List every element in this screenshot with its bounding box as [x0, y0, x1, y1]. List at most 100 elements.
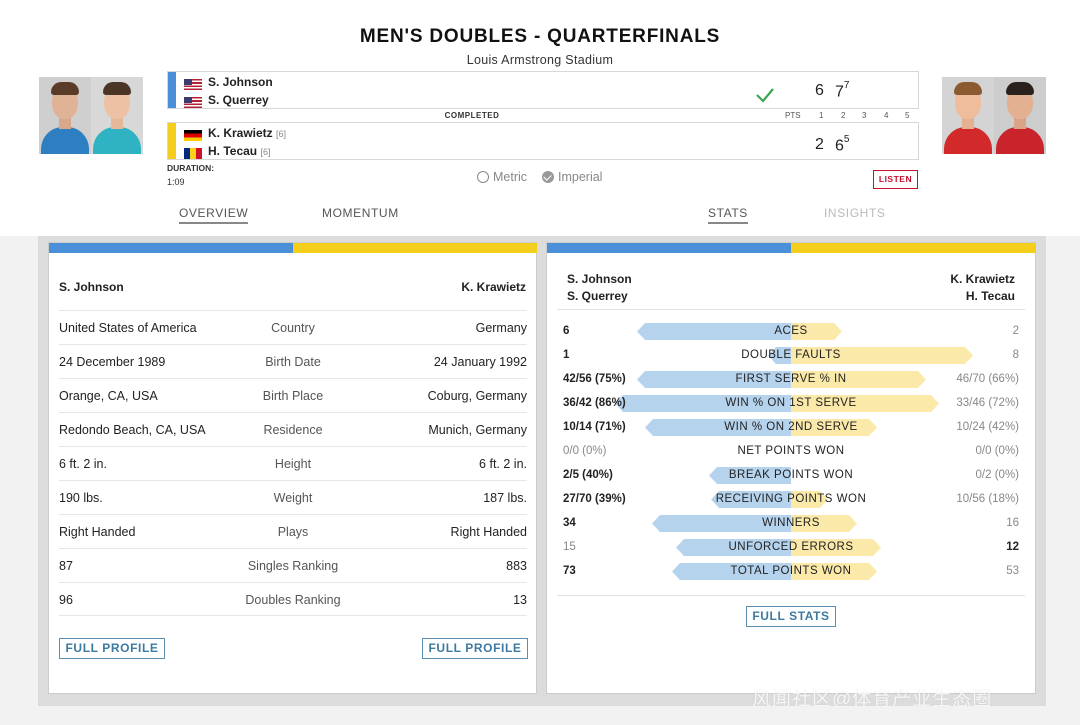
stats-team1-name1: S. Johnson [567, 272, 632, 286]
stat-team1-value: 6 [563, 325, 570, 337]
full-profile-button-left[interactable]: FULL PROFILE [59, 638, 165, 659]
stats-team1-name2: S. Querrey [567, 289, 628, 303]
stat-row: 6 ACES 2 [563, 320, 1019, 344]
team2-set2-tiebreak: 5 [843, 134, 850, 145]
tab-insights[interactable]: INSIGHTS [824, 206, 886, 220]
stat-row: 10/14 (71%) WIN % ON 2ND SERVE 10/24 (42%) [563, 416, 1019, 440]
profile-right-value: Munich, Germany [428, 423, 527, 437]
profile-row: 87 Singles Ranking 883 [59, 548, 527, 582]
profile-row: 96 Doubles Ranking 13 [59, 582, 527, 616]
col-header-set1: 1 [819, 111, 824, 120]
col-header-set3: 3 [862, 111, 867, 120]
team1-player1-name[interactable]: S. Johnson [208, 75, 273, 89]
stats-team2-name1: K. Krawietz [950, 272, 1015, 286]
tab-stats[interactable]: STATS [708, 206, 748, 224]
team2-set1-score: 2 [815, 136, 824, 153]
team1-bar [547, 243, 791, 253]
team1-scorebox: S. Johnson S. Querrey 6 77 [167, 71, 919, 109]
stat-bar-team2 [791, 563, 877, 580]
profile-left-value: 87 [59, 559, 73, 573]
stat-bar-team1 [676, 539, 791, 556]
col-header-pts: PTS [785, 111, 801, 120]
stat-team1-value: 36/42 (86%) [563, 397, 626, 409]
team1-color-strip [168, 72, 176, 108]
stat-bar-team2 [791, 515, 857, 532]
team2-player1-seed: [6] [276, 129, 287, 139]
col-header-set4: 4 [884, 111, 889, 120]
profile-row: 6 ft. 2 in. Height 6 ft. 2 in. [59, 446, 527, 480]
stat-team2-value: 53 [1006, 565, 1019, 577]
stat-team1-value: 34 [563, 517, 576, 529]
us-flag-icon [184, 97, 202, 108]
stat-bar-team2 [791, 371, 926, 388]
profile-right-value: 6 ft. 2 in. [479, 457, 527, 471]
venue-name: Louis Armstrong Stadium [466, 53, 614, 67]
player-photo-tecau [994, 77, 1046, 154]
de-flag-icon [184, 130, 202, 141]
profile-label: Birth Place [262, 389, 324, 403]
us-flag-icon [184, 79, 202, 90]
page-title: MEN'S DOUBLES - QUARTERFINALS [359, 26, 721, 47]
metric-option[interactable]: Metric [477, 170, 527, 184]
duration-label: DURATION: [167, 163, 215, 173]
stat-bar-team1 [637, 323, 791, 340]
stat-row: 34 WINNERS 16 [563, 512, 1019, 536]
profile-label: Singles Ranking [247, 559, 339, 573]
match-status: COMPLETED [444, 111, 500, 120]
profile-left-player: S. Johnson [59, 280, 124, 294]
ro-flag-icon [184, 148, 202, 159]
stats-header-divider [557, 309, 1025, 310]
full-stats-button[interactable]: FULL STATS [746, 606, 836, 627]
stat-bar-team2 [791, 395, 939, 412]
stat-bar-team2 [791, 323, 842, 340]
stat-bar-team2 [791, 539, 881, 556]
stat-team1-value: 15 [563, 541, 576, 553]
stat-team2-value: 12 [1006, 541, 1019, 553]
stat-team2-value: 16 [1006, 517, 1019, 529]
stat-team1-value: 1 [563, 349, 570, 361]
stat-label: WINNERS [762, 517, 820, 529]
duration-value: 1:09 [167, 177, 185, 187]
stats-panel: S. Johnson S. Querrey K. Krawietz H. Tec… [546, 242, 1036, 694]
header-area [0, 0, 1080, 236]
stat-team2-value: 46/70 (66%) [956, 373, 1019, 385]
profile-label: Country [271, 321, 315, 335]
tab-overview[interactable]: OVERVIEW [179, 206, 249, 224]
col-header-set5: 5 [905, 111, 910, 120]
team1-player2-name[interactable]: S. Querrey [208, 93, 269, 107]
profile-row: 190 lbs. Weight 187 lbs. [59, 480, 527, 514]
stat-bar-team1 [672, 563, 791, 580]
team1-set1-score: 6 [815, 82, 824, 99]
listen-button[interactable]: LISTEN [873, 170, 918, 189]
stat-team2-value: 0/2 (0%) [975, 469, 1019, 481]
profile-panel: S. Johnson K. Krawietz United States of … [48, 242, 537, 694]
team2-player2-name[interactable]: H. Tecau [6] [208, 144, 271, 158]
full-profile-button-right[interactable]: FULL PROFILE [422, 638, 528, 659]
winner-check-icon [756, 88, 774, 103]
radio-checked-icon [542, 171, 554, 183]
imperial-option[interactable]: Imperial [542, 170, 602, 184]
stat-row: 15 UNFORCED ERRORS 12 [563, 536, 1019, 560]
stat-bar-team1 [709, 467, 791, 484]
stat-bar-team1 [645, 419, 791, 436]
stat-label: WIN % ON 2ND SERVE [724, 421, 858, 433]
profile-right-player: K. Krawietz [461, 280, 526, 294]
stat-team1-value: 0/0 (0%) [563, 445, 607, 457]
tab-momentum[interactable]: MOMENTUM [322, 206, 399, 220]
radio-icon [477, 171, 489, 183]
team2-player2-seed: [6] [260, 147, 271, 157]
profile-row: Right Handed Plays Right Handed [59, 514, 527, 548]
team1-bar [49, 243, 293, 253]
player-photo-krawietz [942, 77, 994, 154]
stat-label: TOTAL POINTS WON [730, 565, 852, 577]
profile-left-value: 24 December 1989 [59, 355, 166, 369]
stat-team2-value: 8 [1012, 349, 1019, 361]
stat-team1-value: 27/70 (39%) [563, 493, 626, 505]
stat-team1-value: 2/5 (40%) [563, 469, 613, 481]
profile-left-value: 96 [59, 593, 73, 607]
stat-label: RECEIVING POINTS WON [715, 493, 867, 505]
stat-row: 2/5 (40%) BREAK POINTS WON 0/2 (0%) [563, 464, 1019, 488]
stat-team1-value: 42/56 (75%) [563, 373, 626, 385]
team2-player1-name[interactable]: K. Krawietz [6] [208, 126, 287, 140]
